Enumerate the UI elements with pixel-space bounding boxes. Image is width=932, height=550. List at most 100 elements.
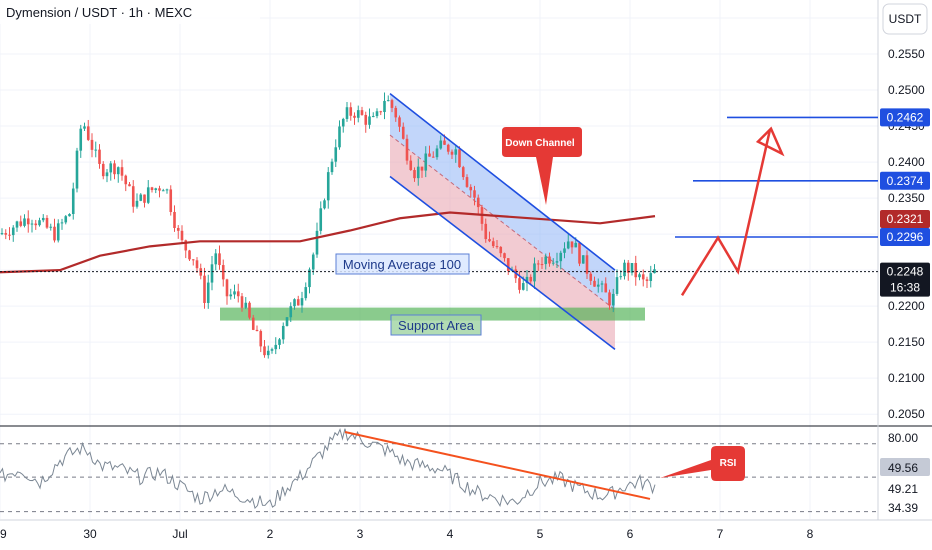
rsi-pane[interactable] xyxy=(0,427,878,519)
moving-average-100-line[interactable] xyxy=(0,211,656,274)
candle-body xyxy=(188,250,191,260)
time-axis[interactable]: 29 30 Jul 2 3 4 5 6 7 8 xyxy=(0,527,814,541)
candle-body xyxy=(604,283,608,293)
candle-body xyxy=(619,276,623,278)
candle-body xyxy=(368,116,371,125)
candle-body xyxy=(484,223,488,240)
candle-body xyxy=(364,114,368,125)
rsi-callout[interactable]: RSI xyxy=(660,446,745,481)
currency-button[interactable]: USDT xyxy=(882,3,928,35)
candle-body xyxy=(326,172,330,201)
candle-body xyxy=(206,282,210,303)
support-area-label[interactable]: Support Area xyxy=(390,314,482,336)
candle-body xyxy=(135,200,139,207)
candle-body xyxy=(68,214,71,217)
candle-body xyxy=(416,166,420,179)
candle-body xyxy=(184,240,188,251)
projection-arrow[interactable] xyxy=(680,129,772,297)
candle-body xyxy=(608,292,611,306)
candle-body xyxy=(626,262,630,273)
candle-body xyxy=(154,188,158,191)
candle-body xyxy=(450,151,454,155)
candle-body xyxy=(203,275,206,303)
candle-body xyxy=(221,265,225,280)
candle-body xyxy=(353,115,356,118)
candle-body xyxy=(49,226,53,228)
candle-body xyxy=(499,246,503,254)
rsi-current-badge xyxy=(880,458,930,476)
candle-body xyxy=(334,147,338,162)
candle-body xyxy=(461,167,465,178)
rsi-trendline[interactable] xyxy=(344,431,651,500)
grid-lines xyxy=(0,0,878,519)
title-backdrop xyxy=(0,0,260,24)
down-channel-callout[interactable]: Down Channel xyxy=(502,127,582,205)
candle-body xyxy=(146,187,150,203)
rsi-axis[interactable]: 80.00 49.56 49.21 34.39 xyxy=(880,431,930,515)
channel-lower-line[interactable] xyxy=(389,175,616,350)
candle-body xyxy=(116,167,120,175)
candle-body xyxy=(424,153,428,171)
candle-body xyxy=(225,279,229,297)
time-tick-label: 8 xyxy=(807,527,814,541)
candle-body xyxy=(390,100,394,108)
candle-body xyxy=(386,100,390,102)
candle-body xyxy=(214,253,218,265)
candle-body xyxy=(296,299,300,306)
candle-body xyxy=(589,273,593,281)
candle-body xyxy=(454,149,458,155)
level-badge-text: 0.2296 xyxy=(887,230,924,244)
candle-body xyxy=(139,194,143,201)
candle-body xyxy=(4,233,8,235)
moving-average-label[interactable]: Moving Average 100 xyxy=(335,253,470,275)
level-badge xyxy=(880,108,930,127)
rsi-callout-text: RSI xyxy=(720,458,737,469)
candle-body xyxy=(518,278,521,290)
candle-body xyxy=(15,221,19,228)
rsi-tick-overbought: 80.00 xyxy=(888,431,918,445)
candle-body xyxy=(109,163,113,173)
currency-button-label: USDT xyxy=(889,12,922,26)
price-tick-label: 0.2150 xyxy=(888,335,925,349)
rsi-line[interactable] xyxy=(0,427,656,510)
candle-body xyxy=(630,262,634,273)
candle-body xyxy=(578,242,581,264)
price-tick-label: 0.2050 xyxy=(888,407,925,421)
candle-body xyxy=(623,262,626,277)
time-tick-label: 3 xyxy=(357,527,364,541)
candle-body xyxy=(281,325,285,340)
candle-body xyxy=(375,111,379,117)
candle-body xyxy=(383,100,386,113)
candle-body xyxy=(158,188,161,191)
candle-body xyxy=(210,264,214,283)
down-channel-lines[interactable] xyxy=(389,93,616,350)
candle-body xyxy=(645,279,649,281)
price-tick-label: 0.2550 xyxy=(888,47,925,61)
candle-body xyxy=(86,126,90,140)
candle-body xyxy=(341,118,345,127)
level-badge-text: 0.2374 xyxy=(887,174,924,188)
candle-body xyxy=(409,160,413,171)
candle-body xyxy=(259,331,263,347)
last-price-badge xyxy=(880,262,930,297)
candle-body xyxy=(585,255,589,274)
candle-body xyxy=(439,140,443,149)
last-price-badge-countdown: 16:38 xyxy=(890,281,920,295)
support-area-label-text: Support Area xyxy=(398,318,475,333)
candle-body xyxy=(240,296,244,308)
candle-body xyxy=(593,280,596,287)
candle-body xyxy=(285,317,289,326)
candle-body xyxy=(165,189,169,191)
candle-body xyxy=(476,197,480,208)
time-tick-label: 7 xyxy=(717,527,724,541)
candle-body xyxy=(169,189,173,212)
candle-body xyxy=(574,242,578,248)
candle-body xyxy=(131,186,135,207)
candle-body xyxy=(469,186,473,191)
support-area[interactable] xyxy=(220,307,645,321)
horizontal-levels[interactable] xyxy=(675,116,878,238)
time-tick-label: 2 xyxy=(267,527,274,541)
candle-body xyxy=(431,156,435,158)
channel-upper-line[interactable] xyxy=(389,93,616,271)
